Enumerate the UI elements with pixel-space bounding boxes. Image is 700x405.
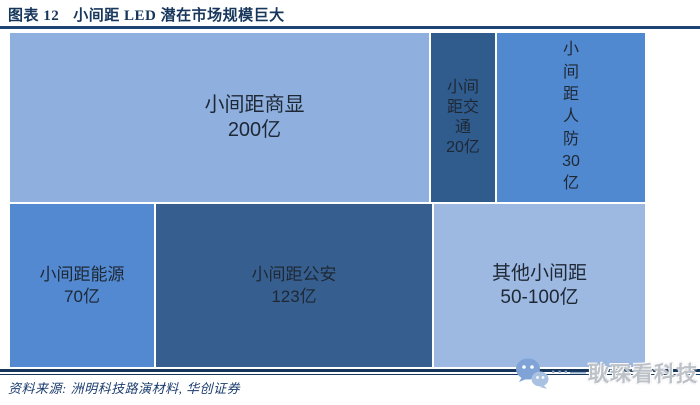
treemap-cell-public-security: 小间距公安 123亿 [156,204,432,367]
footer-divider-thin [0,374,700,375]
source-attribution: 资料来源: 洲明科技路演材料, 华创证券 [8,381,241,396]
cell-value: 200亿 [227,118,282,141]
cell-value: 70亿 [64,286,100,306]
treemap-cell-commercial-display: 小间距商显 200亿 [10,33,429,202]
treemap-cell-other: 其他小间距 50-100亿 [434,204,645,367]
title-divider [0,26,700,29]
figure-title-text: 小间距 LED 潜在市场规模巨大 [73,8,285,24]
cell-value: 123亿 [271,286,317,306]
cell-label: 其他小间距 [491,262,587,284]
treemap-cell-civil-defense: 小间距人防 30亿 [497,33,645,202]
cell-label: 小间距交通 [446,78,479,136]
figure-number: 图表 12 [8,8,60,24]
treemap-cell-energy: 小间距能源 70亿 [10,204,154,367]
cell-label: 小间距人防 [562,41,579,148]
cell-value: 50-100亿 [500,286,579,308]
cell-label: 小间距商显 [204,93,305,116]
treemap-cell-transportation: 小间距交通 20亿 [431,33,495,202]
cell-label: 小间距公安 [251,265,337,285]
figure-title: 图表 12 小间距 LED 潜在市场规模巨大 [8,4,285,25]
cell-value: 20亿 [446,138,480,156]
footer-divider-thick [0,369,700,372]
treemap-chart: 小间距商显 200亿 小间距交通 20亿 小间距人防 30亿 小间距能源 70亿… [10,33,645,367]
cell-value: 30亿 [562,153,580,193]
cell-label: 小间距能源 [39,265,125,285]
